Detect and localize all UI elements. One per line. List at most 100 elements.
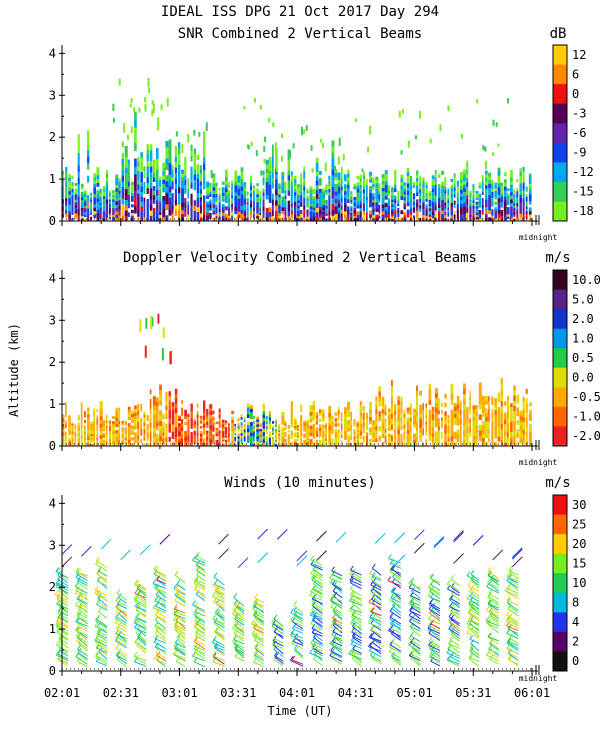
snr-cell — [278, 188, 281, 192]
doppler-cell — [384, 404, 387, 409]
snr-cell — [412, 193, 416, 197]
wind-barb — [430, 623, 441, 629]
wind-barb — [293, 600, 298, 606]
doppler-cell — [152, 418, 156, 424]
wind-barb — [194, 605, 206, 614]
doppler-cell — [375, 404, 378, 410]
wind-barb — [430, 574, 435, 579]
wind-barb — [155, 594, 167, 602]
snr-cell — [184, 184, 187, 190]
snr-cell — [221, 192, 225, 197]
wind-barb — [290, 635, 304, 642]
doppler-cell — [105, 438, 108, 442]
doppler-cell — [168, 395, 171, 401]
snr-cell — [340, 209, 343, 214]
doppler-cell — [243, 426, 246, 430]
snr-cell — [231, 194, 233, 199]
doppler-cell — [77, 435, 80, 439]
snr-cell — [224, 184, 228, 189]
snr-cell — [472, 215, 475, 219]
snr-cell — [482, 145, 485, 151]
snr-cell — [184, 211, 187, 217]
doppler-cell — [463, 393, 466, 400]
wind-barb — [193, 582, 206, 591]
doppler-cell — [506, 414, 509, 419]
doppler-cell — [87, 417, 90, 421]
snr-cell — [340, 205, 343, 210]
snr-cell — [340, 170, 343, 175]
doppler-cell — [240, 438, 243, 442]
snr-cell — [365, 205, 368, 210]
doppler-cell — [469, 409, 471, 415]
snr-cell — [215, 185, 218, 189]
doppler-cell — [93, 439, 96, 444]
wind-barb — [332, 610, 343, 620]
snr-cell — [444, 199, 447, 203]
doppler-cell — [134, 418, 137, 423]
snr-cell — [306, 214, 309, 217]
snr-cell — [300, 209, 303, 215]
snr-cell — [318, 203, 322, 208]
snr-cell — [428, 199, 432, 203]
wind-barb — [350, 643, 362, 650]
wind-barb — [95, 642, 108, 649]
snr-cell — [203, 144, 206, 151]
snr-cell — [140, 206, 143, 212]
doppler-cell — [284, 443, 287, 447]
doppler-cell — [466, 410, 469, 414]
doppler-cell — [193, 435, 196, 438]
doppler-cell — [118, 426, 121, 431]
doppler-cell — [328, 426, 332, 430]
wind-barb — [134, 600, 147, 609]
snr-cell — [187, 201, 190, 205]
snr-cell — [475, 208, 479, 211]
snr-cell — [162, 187, 166, 193]
snr-cell — [77, 152, 80, 160]
snr-cell — [522, 217, 525, 222]
doppler-cell — [306, 439, 310, 443]
snr-cell — [221, 187, 225, 191]
snr-cell — [362, 178, 365, 183]
doppler-cell — [203, 400, 206, 405]
wind-barb — [273, 649, 284, 658]
wind-barb — [291, 638, 295, 644]
snr-cell — [394, 213, 397, 218]
snr-cell — [306, 218, 309, 222]
wind-barb — [429, 612, 441, 622]
wind-barb — [58, 610, 69, 617]
wind-barb — [153, 583, 158, 588]
snr-cell — [68, 194, 71, 198]
doppler-cell — [146, 437, 149, 441]
wind-barb — [352, 568, 356, 573]
doppler-cell — [372, 439, 376, 443]
snr-cell — [268, 211, 272, 217]
doppler-cell — [112, 428, 115, 432]
snr-cell — [193, 169, 197, 175]
snr-cell — [325, 213, 328, 217]
doppler-cell — [297, 444, 299, 447]
snr-cell — [305, 125, 308, 131]
wind-barb — [410, 595, 421, 601]
wind-barb — [58, 582, 62, 588]
snr-cell — [485, 184, 488, 189]
snr-cell — [519, 213, 522, 218]
wind-barb — [234, 648, 245, 657]
snr-cell — [253, 192, 255, 196]
snr-cell — [184, 170, 187, 176]
doppler-cell — [369, 409, 372, 414]
doppler-cell — [481, 408, 485, 413]
wind-barb — [310, 555, 315, 561]
wind-barb — [409, 655, 421, 661]
snr-cell — [463, 173, 466, 178]
snr-cell — [372, 211, 375, 216]
snr-cell — [528, 173, 532, 178]
wind-barb — [175, 588, 186, 595]
snr-cell — [315, 198, 319, 204]
doppler-cell — [212, 410, 215, 415]
wind-barb — [372, 587, 382, 595]
doppler-cell — [165, 400, 168, 406]
snr-cell — [284, 212, 287, 216]
wind-barb — [134, 627, 147, 634]
wind-barb — [312, 640, 323, 647]
doppler-cell — [391, 396, 393, 403]
